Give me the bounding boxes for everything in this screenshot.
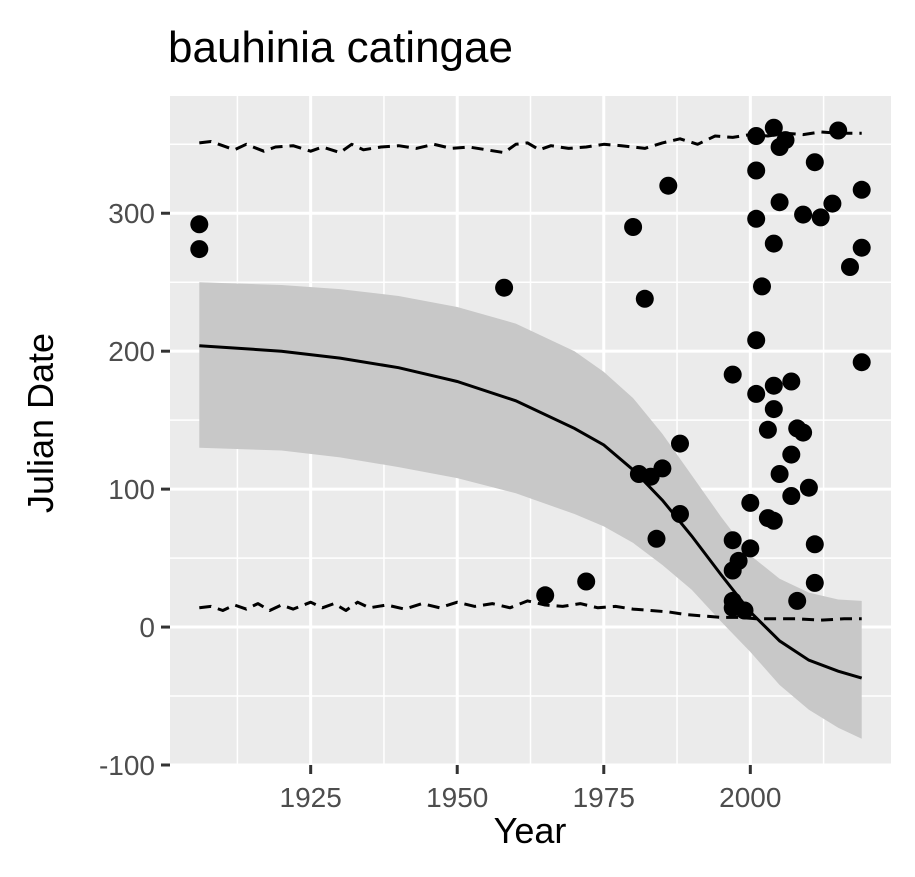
data-point [782,445,801,464]
data-point [764,400,783,419]
x-axis: 1925 1950 1975 2000 [280,765,781,813]
data-point [577,572,596,591]
data-point [794,423,813,442]
data-point [671,505,689,523]
data-point [852,353,871,372]
data-point [653,459,672,478]
data-point [659,176,678,195]
y-tick-label: 100 [108,474,155,505]
data-point [741,539,760,558]
x-tick-label: 2000 [719,782,781,813]
x-tick-label: 1950 [426,782,488,813]
y-axis-title: Julian Date [20,333,61,513]
data-point [747,209,766,228]
data-point [747,161,766,180]
data-point [852,238,871,257]
data-point [753,277,771,296]
data-point [776,131,795,150]
data-point [190,240,209,259]
data-point [788,591,807,610]
data-point [747,384,766,403]
x-tick-label: 1975 [573,782,635,813]
chart-title: bauhinia catingae [168,23,513,72]
x-tick-label: 1925 [280,782,342,813]
points-layer [190,118,871,620]
y-tick-label: 0 [139,612,155,643]
data-point [723,365,742,384]
data-point [805,153,824,172]
data-point [770,193,789,212]
data-point [747,331,766,350]
data-point [841,258,859,276]
data-point [729,551,748,570]
data-point [764,511,783,530]
data-point [782,372,801,391]
data-point [671,434,689,453]
data-point [823,194,842,213]
data-point [747,127,766,145]
data-point [758,420,777,439]
data-point [770,465,789,483]
data-point [190,215,209,234]
y-tick-label: -100 [99,750,155,781]
data-point [799,478,818,497]
data-point [829,121,848,140]
data-point [852,180,871,199]
confidence-ribbon-layer [199,282,862,739]
y-axis: -100 0 100 200 300 [99,198,170,781]
y-tick-label: 200 [108,336,155,367]
confidence-ribbon [199,282,862,739]
data-point [764,118,783,137]
y-tick-label: 300 [108,198,155,229]
dashed-lines-layer [199,130,862,622]
data-point [764,234,783,253]
x-axis-title: Year [494,810,567,851]
data-point [805,573,824,592]
data-point [805,535,824,554]
quantile-dashed-line [199,599,862,622]
data-point [811,208,830,227]
data-point [624,218,643,236]
data-point [782,487,801,505]
data-point [794,205,813,224]
data-point [536,586,555,605]
data-point [735,601,754,620]
data-point [647,529,666,548]
data-point [764,376,783,395]
data-point [495,278,514,297]
quantile-dashed-line [199,130,862,155]
data-point [723,531,742,550]
data-point [635,289,654,308]
data-point [741,493,760,512]
